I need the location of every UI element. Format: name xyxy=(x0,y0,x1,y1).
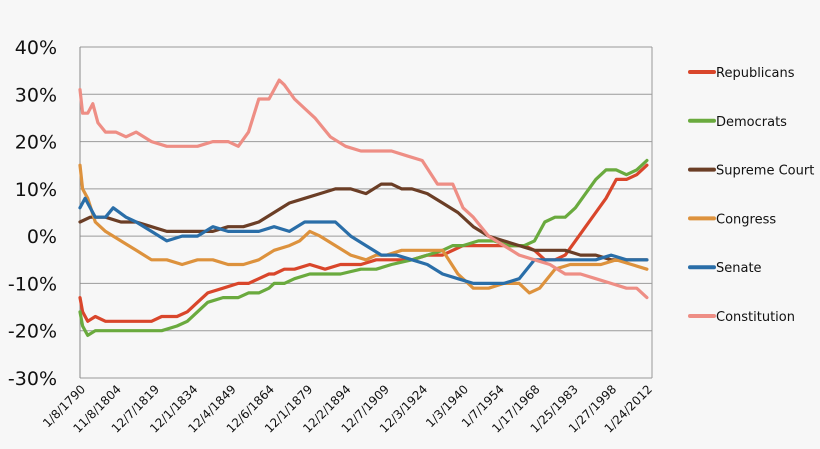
y-tick-label: -20% xyxy=(8,321,57,343)
legend-item-democrats: Democrats xyxy=(688,115,787,130)
legend-label: Senate xyxy=(716,261,762,276)
series-line-supreme-court xyxy=(78,182,649,262)
legend-label: Republicans xyxy=(716,66,795,81)
series-line-constitution xyxy=(78,78,649,300)
legend-item-supreme-court: Supreme Court xyxy=(688,164,814,179)
grid xyxy=(80,46,653,379)
legend-label: Constitution xyxy=(716,310,795,325)
series-line-democrats xyxy=(78,158,649,337)
y-tick-label: 30% xyxy=(15,84,57,106)
legend-item-senate: Senate xyxy=(688,261,762,276)
y-tick-label: 10% xyxy=(15,179,57,201)
series-line-congress xyxy=(78,163,649,295)
y-tick-label: -30% xyxy=(8,368,57,390)
legend-item-republicans: Republicans xyxy=(688,66,795,81)
legend: Republicans Democrats Supreme Court Congres… xyxy=(688,66,814,325)
y-tick-label: -10% xyxy=(8,273,57,295)
y-tick-label: 40% xyxy=(15,37,57,59)
legend-item-congress: Congress xyxy=(688,212,776,227)
legend-label: Democrats xyxy=(716,115,787,130)
y-tick-label: 20% xyxy=(15,132,57,154)
legend-label: Supreme Court xyxy=(716,164,814,179)
legend-item-constitution: Constitution xyxy=(688,310,795,325)
series-line-republicans xyxy=(78,163,649,323)
y-tick-label: 0% xyxy=(27,226,57,248)
series-lines xyxy=(78,78,649,337)
legend-label: Congress xyxy=(716,212,776,227)
series-line-senate xyxy=(78,196,649,285)
